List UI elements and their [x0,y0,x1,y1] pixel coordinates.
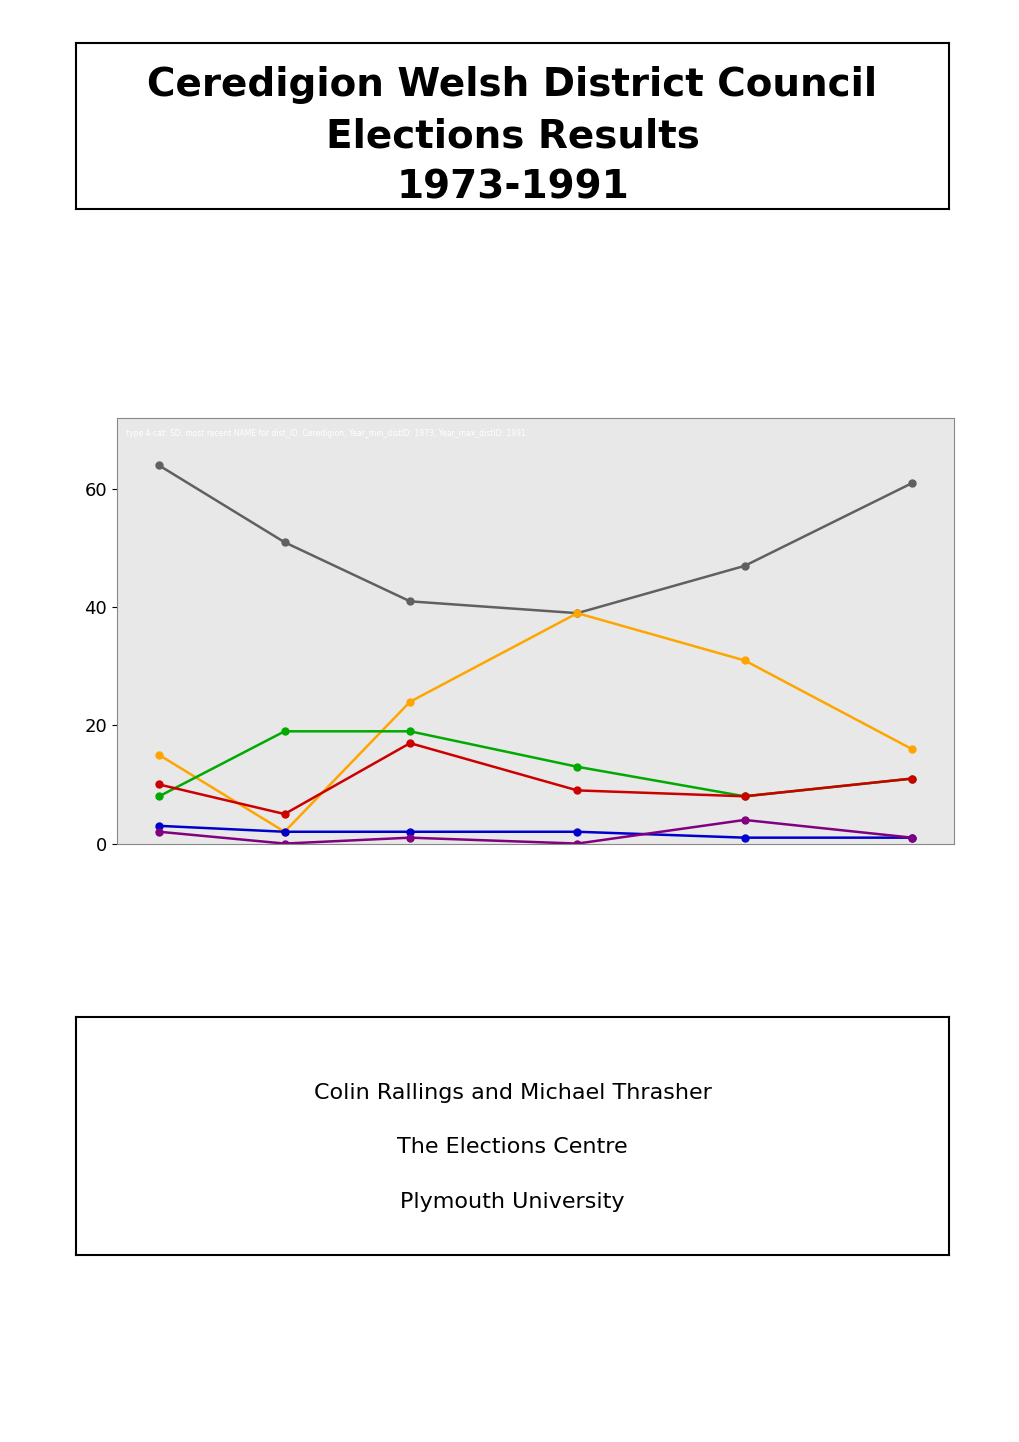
Other [278,835,290,852]
Conservative [905,829,917,846]
Text: type 4-cat: SD, most recent NAME for dist_ID: Ceredigion, Year_min_distID: 1973,: type 4-cat: SD, most recent NAME for dis… [125,428,525,438]
Labour [738,787,750,805]
Plaid Cymru [278,823,290,841]
Independent [571,604,583,622]
Conservative [153,818,165,835]
Text: Ceredigion Welsh District Council: Ceredigion Welsh District Council [148,66,876,104]
Liberal/Lib Dem [571,758,583,776]
Text: Plymouth University: Plymouth University [399,1193,625,1213]
Independent [738,557,750,574]
Other [738,812,750,829]
Line: Other: Other [156,816,914,846]
Labour [905,770,917,787]
Liberal/Lib Dem [153,787,165,805]
Plaid Cymru [404,694,416,711]
Labour [404,734,416,751]
Labour [153,776,165,793]
Other [905,829,917,846]
Line: Conservative: Conservative [156,822,914,841]
Plaid Cymru [905,740,917,757]
Text: 1973-1991: 1973-1991 [395,169,629,206]
Liberal/Lib Dem [905,770,917,787]
Line: Labour: Labour [156,740,914,818]
Conservative [278,823,290,841]
Independent [905,474,917,492]
Liberal/Lib Dem [738,787,750,805]
Other [153,823,165,841]
Text: Colin Rallings and Michael Thrasher: Colin Rallings and Michael Thrasher [313,1083,711,1103]
Line: Plaid Cymru: Plaid Cymru [156,610,914,835]
Conservative [404,823,416,841]
Liberal/Lib Dem [404,722,416,740]
Other [571,835,583,852]
Text: Elections Results: Elections Results [325,117,699,156]
Labour [571,782,583,799]
Plaid Cymru [153,747,165,764]
Line: Liberal/Lib Dem: Liberal/Lib Dem [156,728,914,800]
Labour [278,806,290,823]
Liberal/Lib Dem [278,722,290,740]
Conservative [738,829,750,846]
Plaid Cymru [571,604,583,622]
Line: Independent: Independent [156,461,914,617]
Other [404,829,416,846]
Conservative [571,823,583,841]
Independent [278,534,290,551]
Text: The Elections Centre: The Elections Centre [396,1138,628,1158]
Independent [153,457,165,474]
Plaid Cymru [738,652,750,669]
Independent [404,593,416,610]
